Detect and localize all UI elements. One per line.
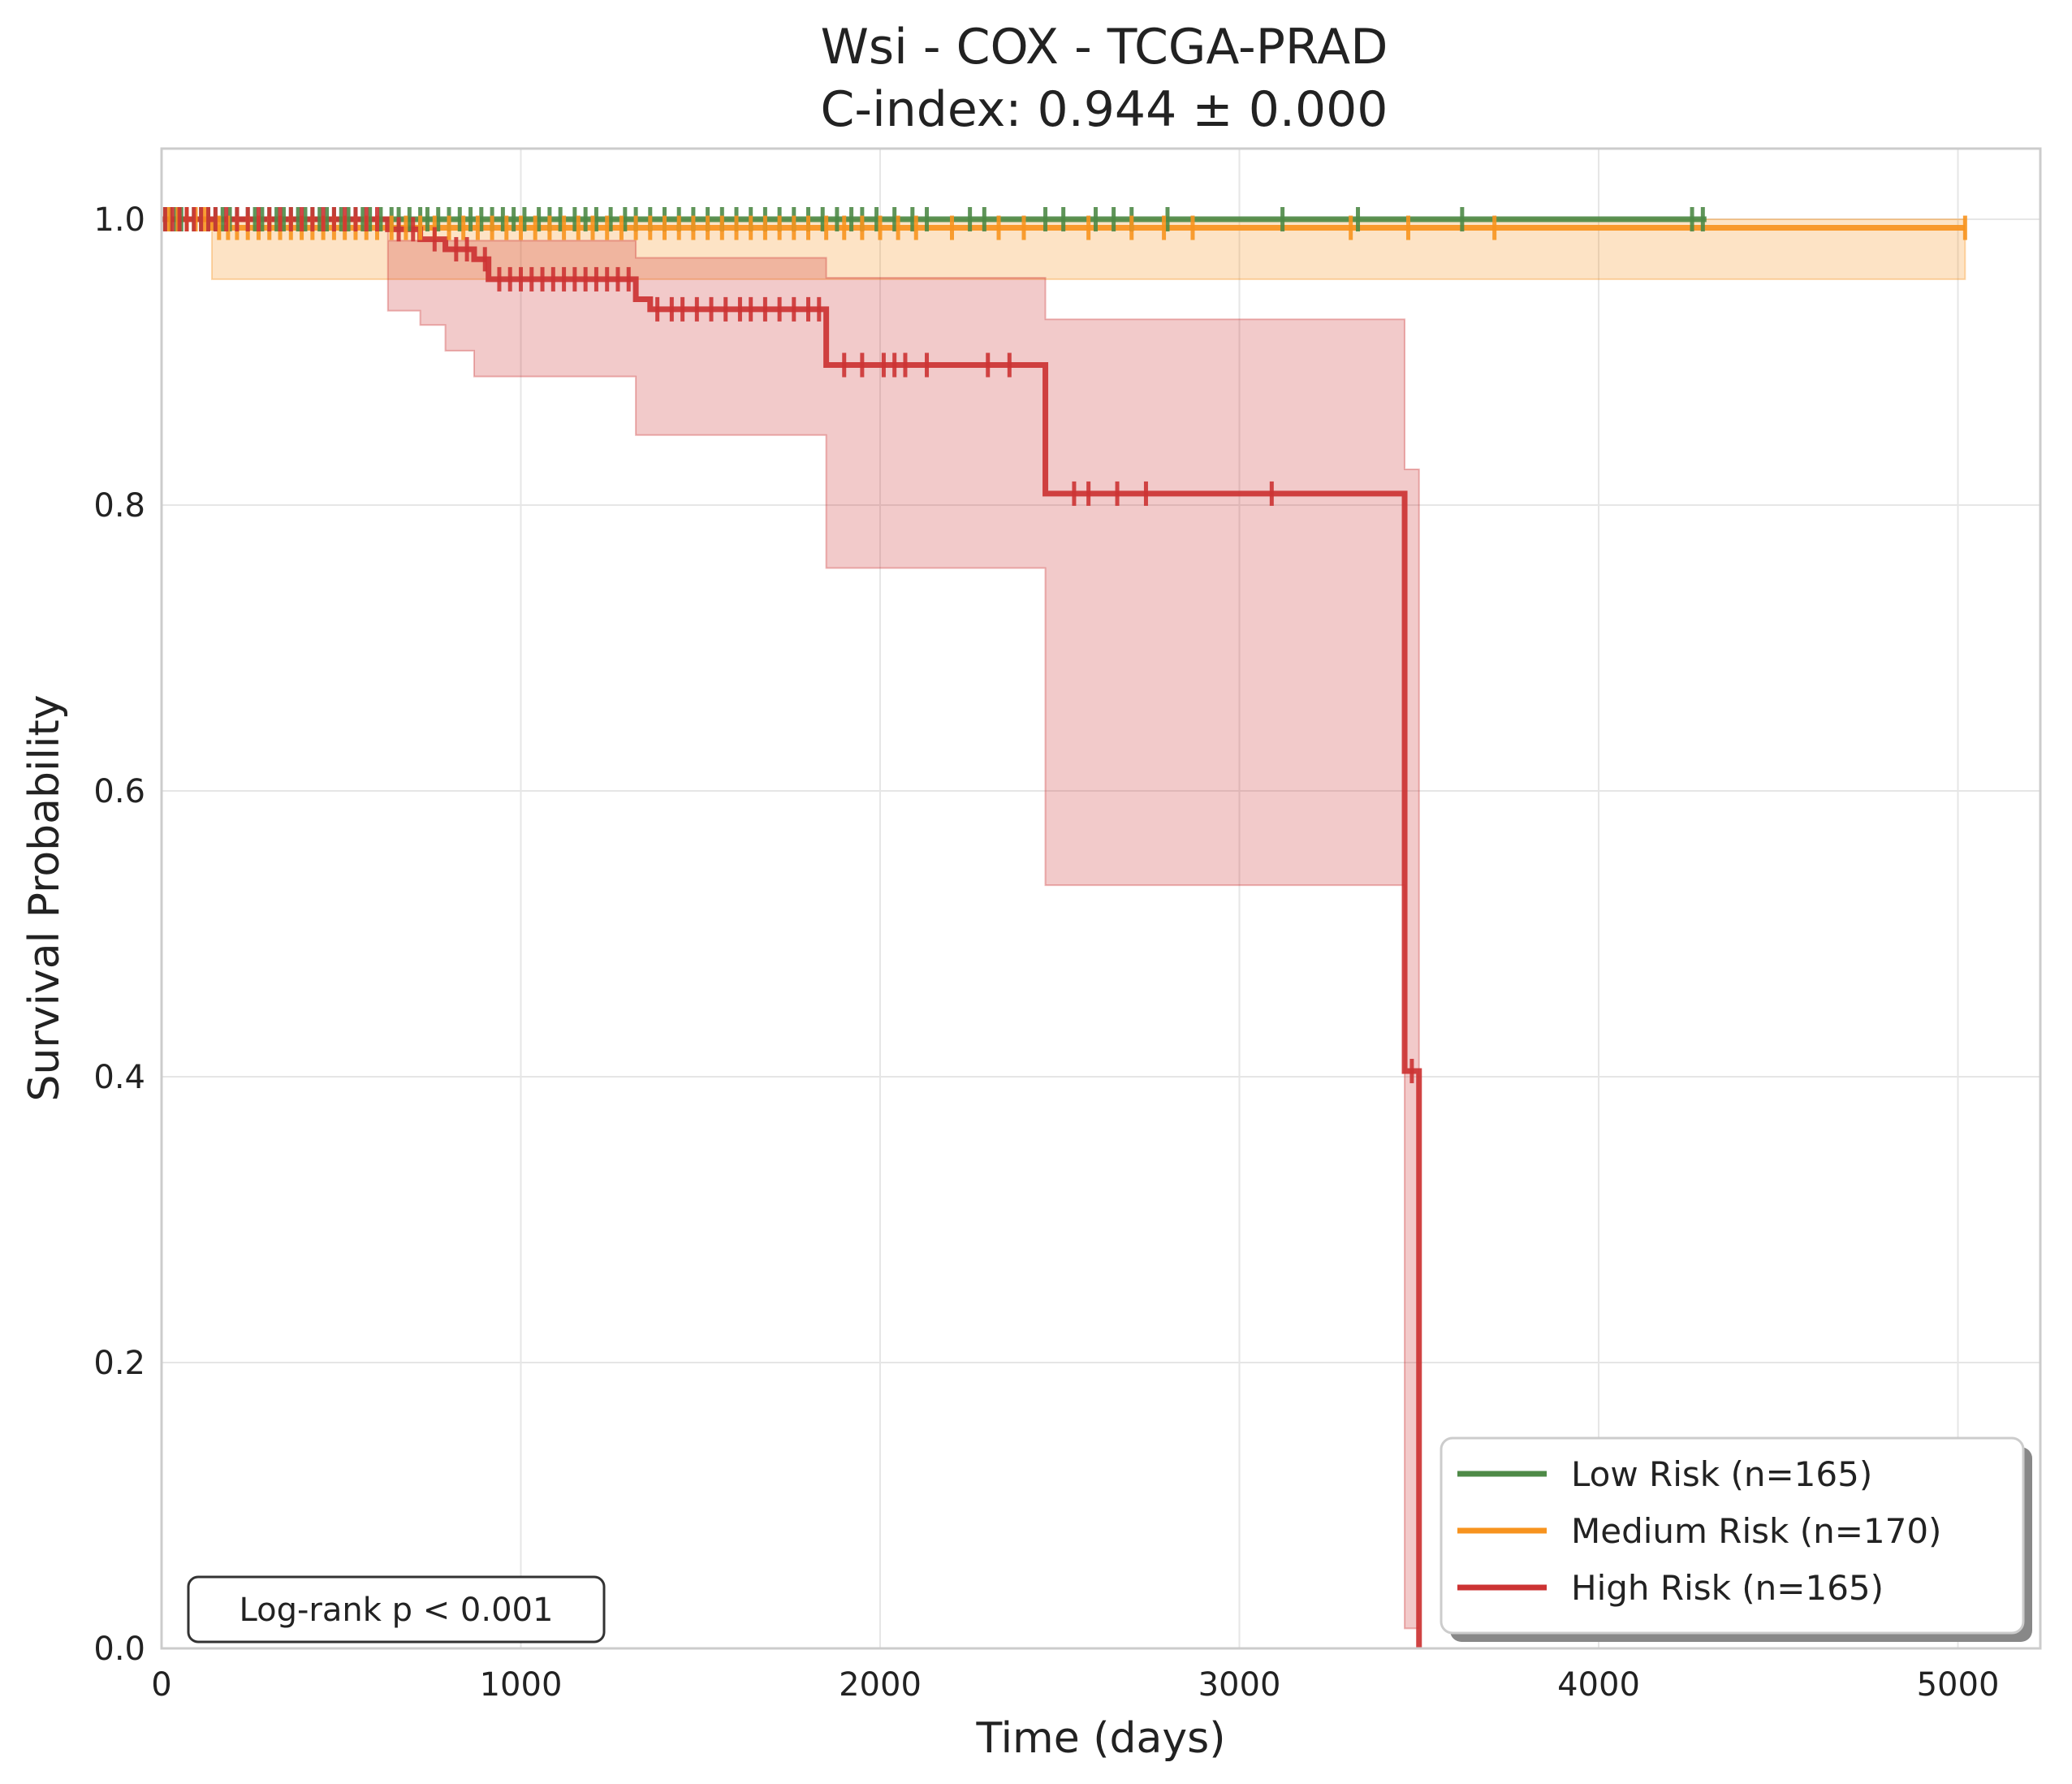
x-tick-label-2: 2000 [839, 1666, 922, 1704]
y-tick-label-1: 0.2 [93, 1345, 145, 1382]
y-axis-label: Survival Probability [20, 694, 69, 1101]
x-tick-label-0: 0 [151, 1666, 171, 1704]
pvalue-annotation: Log-rank p < 0.001 [188, 1577, 604, 1642]
x-tick-label-3: 3000 [1198, 1666, 1281, 1704]
x-tick-label-4: 4000 [1557, 1666, 1640, 1704]
medium-risk-n-170-legend-label: Medium Risk (n=170) [1571, 1511, 1941, 1551]
high-risk-n-165-legend-label: High Risk (n=165) [1571, 1568, 1884, 1608]
chart-subtitle: C-index: 0.944 ± 0.000 [821, 81, 1388, 138]
y-tick-label-4: 0.8 [93, 487, 145, 525]
y-tick-label-3: 0.6 [93, 773, 145, 810]
low-risk-n-165-legend-label: Low Risk (n=165) [1571, 1454, 1872, 1494]
x-axis-label: Time (days) [975, 1714, 1225, 1763]
x-tick-label-1: 1000 [480, 1666, 563, 1704]
y-tick-label-5: 1.0 [93, 201, 145, 239]
pvalue-text: Log-rank p < 0.001 [240, 1592, 554, 1629]
y-tick-label-0: 0.0 [93, 1631, 145, 1668]
y-tick-label-2: 0.4 [93, 1059, 145, 1096]
legend: Low Risk (n=165) Medium Risk (n=170) High … [1441, 1438, 2032, 1642]
chart-title: Wsi - COX - TCGA-PRAD [821, 19, 1388, 76]
x-tick-label-5: 5000 [1917, 1666, 2000, 1704]
